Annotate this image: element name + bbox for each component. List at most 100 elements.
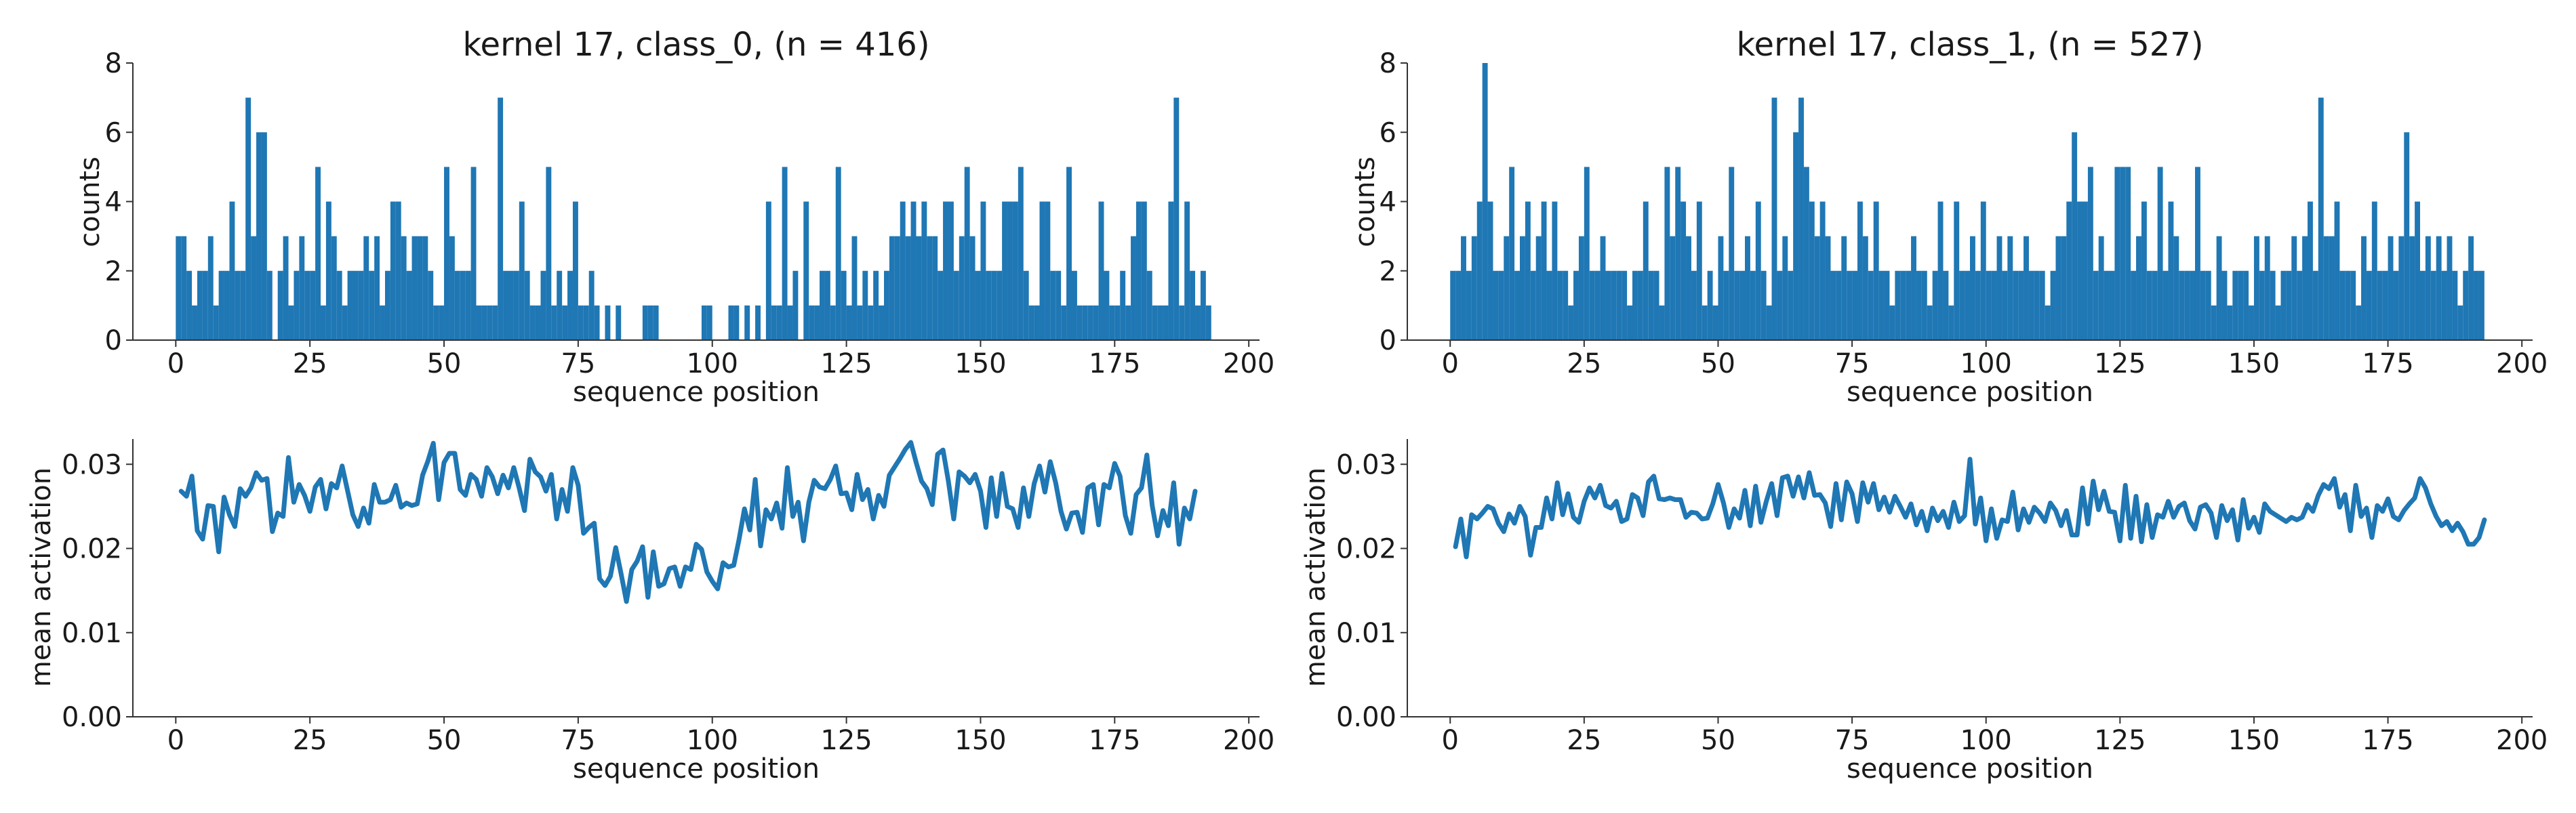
y-axis-label: mean activation	[1300, 467, 1331, 687]
bar	[2329, 236, 2335, 340]
bar	[1959, 270, 1965, 340]
bar	[2243, 270, 2249, 340]
bar	[240, 270, 246, 340]
bar	[2478, 270, 2484, 340]
bar	[1830, 270, 1836, 340]
bar	[879, 305, 884, 340]
bar	[1541, 201, 1547, 340]
x-tick-label: 0	[167, 348, 184, 379]
x-tick-label: 50	[1701, 348, 1735, 379]
x-tick-label: 150	[2228, 348, 2280, 379]
bar	[2093, 270, 2099, 340]
bar	[2275, 305, 2281, 340]
bar	[1146, 270, 1152, 340]
bar	[2028, 270, 2034, 340]
bar	[498, 98, 504, 340]
bar	[197, 270, 203, 340]
bar	[980, 201, 986, 340]
bar	[1045, 201, 1051, 340]
bar	[353, 270, 359, 340]
bar	[2120, 167, 2126, 340]
bar	[417, 236, 423, 340]
bar	[1980, 201, 1986, 340]
bar	[2382, 270, 2388, 340]
bar	[1648, 270, 1654, 340]
x-tick-label: 25	[293, 725, 327, 756]
x-axis-label: sequence position	[1847, 377, 2093, 408]
bar	[1675, 167, 1681, 340]
bar	[2264, 236, 2270, 340]
bar	[2195, 167, 2200, 340]
bar	[557, 270, 563, 340]
bar	[2136, 236, 2141, 340]
bar	[765, 201, 771, 340]
bar	[288, 305, 294, 340]
x-tick-label: 150	[2228, 725, 2280, 756]
bar	[2463, 270, 2469, 340]
bar	[2356, 305, 2362, 340]
bar	[2131, 270, 2137, 340]
bar	[1504, 236, 1510, 340]
bar	[2404, 132, 2410, 340]
bar	[1455, 270, 1462, 340]
bar	[830, 305, 836, 340]
bar	[2447, 236, 2453, 340]
bar	[2238, 270, 2244, 340]
bar	[1205, 305, 1211, 340]
bar	[2350, 270, 2356, 340]
y-tick-label: 8	[1380, 48, 1396, 79]
bar	[2050, 270, 2056, 340]
bar	[1825, 236, 1831, 340]
bar	[1970, 236, 1975, 340]
bar	[283, 236, 289, 340]
bar	[948, 201, 954, 340]
bar	[1954, 201, 1960, 340]
x-tick-label: 0	[1442, 348, 1459, 379]
bar	[1093, 305, 1099, 340]
bar	[1659, 305, 1665, 340]
y-axis-label: mean activation	[26, 467, 57, 687]
bar	[2162, 270, 2169, 340]
bar	[755, 305, 761, 340]
bar	[616, 305, 622, 340]
bar	[1589, 270, 1595, 340]
y-tick-label: 6	[105, 117, 122, 148]
bar	[261, 132, 267, 340]
bar	[1965, 270, 1970, 340]
bar	[1760, 270, 1767, 340]
bar	[2291, 236, 2297, 340]
bar	[1937, 201, 1944, 340]
bar	[1514, 270, 1520, 340]
bar	[535, 305, 541, 340]
bar	[1530, 270, 1536, 340]
bar	[1927, 305, 1933, 340]
bar	[1002, 201, 1008, 340]
bar	[2055, 236, 2061, 340]
bar	[857, 305, 863, 340]
bar	[2152, 270, 2158, 340]
x-tick-label: 25	[1567, 725, 1601, 756]
bar	[562, 305, 568, 340]
bars	[1450, 63, 2484, 340]
x-tick-label: 75	[1835, 348, 1870, 379]
bar	[2039, 270, 2045, 340]
bar	[2077, 201, 2082, 340]
x-tick-label: 75	[561, 348, 595, 379]
bar	[2211, 305, 2217, 340]
bar	[884, 270, 889, 340]
bar	[1900, 270, 1906, 340]
bar	[277, 270, 283, 340]
bar	[1884, 270, 1890, 340]
bar	[439, 305, 445, 340]
bar	[508, 270, 514, 340]
bar	[1670, 236, 1676, 340]
bar	[1200, 270, 1206, 340]
bar	[2312, 270, 2318, 340]
x-tick-label: 150	[954, 348, 1006, 379]
bar	[1066, 167, 1072, 340]
bar	[2302, 236, 2308, 340]
bar	[1195, 305, 1201, 340]
bar	[1152, 305, 1158, 340]
bar	[1557, 270, 1563, 340]
bar	[1991, 270, 1997, 340]
